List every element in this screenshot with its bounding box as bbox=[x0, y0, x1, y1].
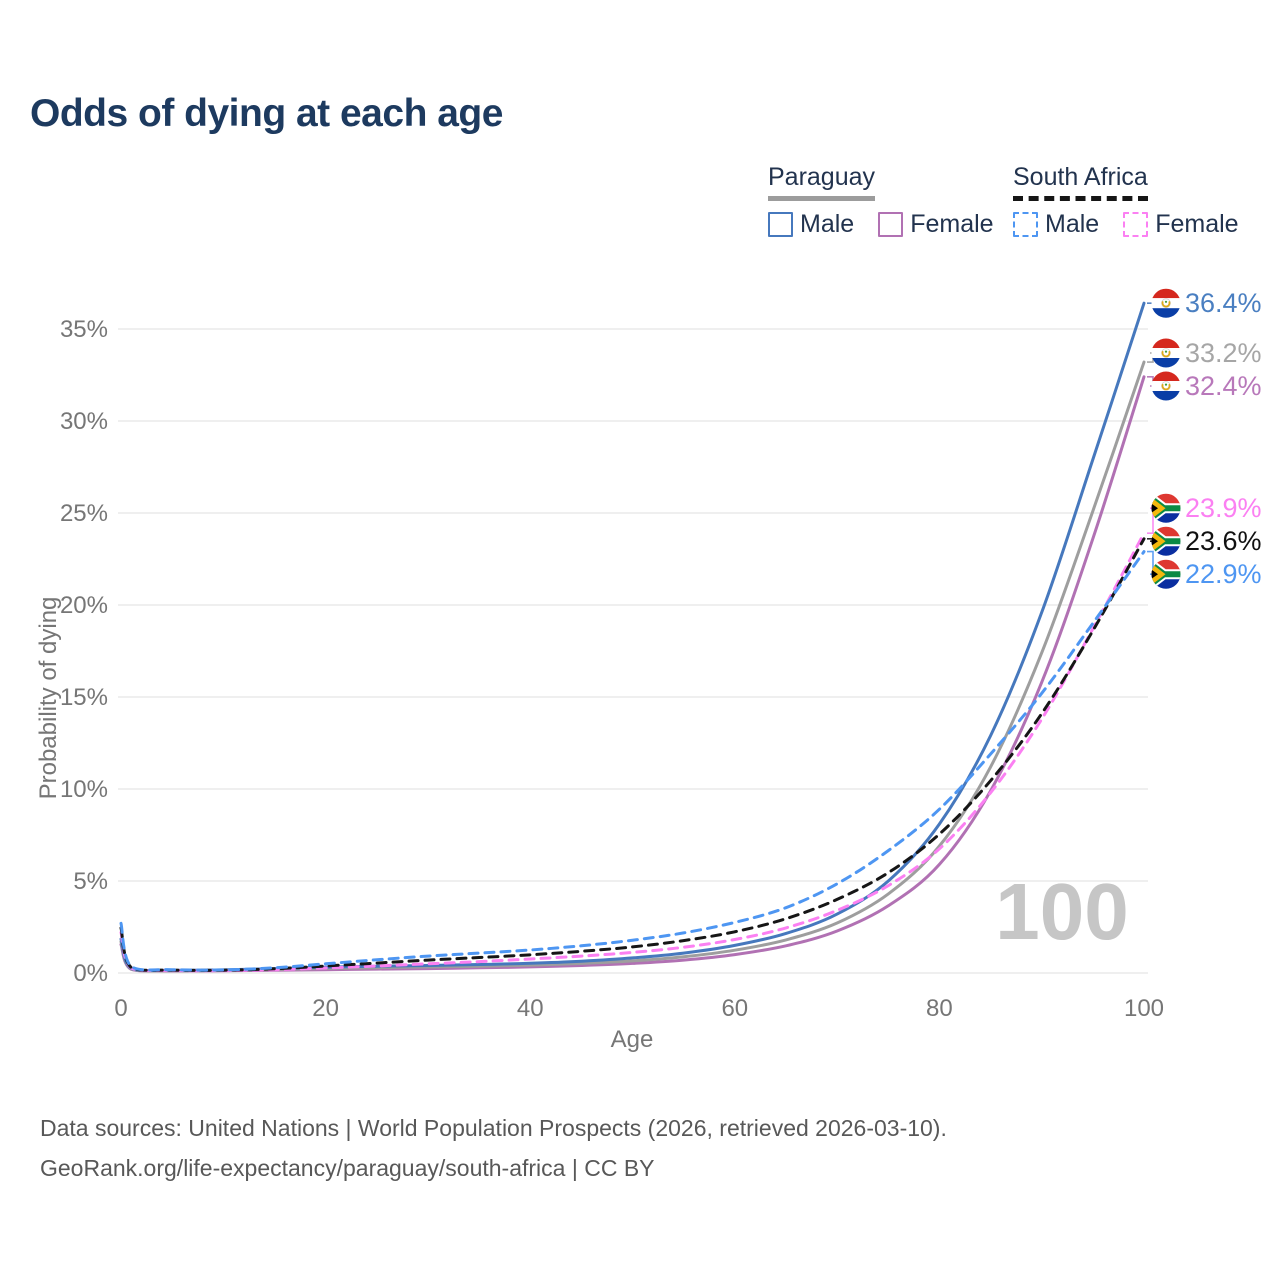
x-tick-label: 40 bbox=[517, 995, 544, 1022]
y-tick-label: 30% bbox=[60, 408, 108, 435]
y-tick-label: 35% bbox=[60, 316, 108, 343]
footer-data-sources: Data sources: United Nations | World Pop… bbox=[40, 1115, 947, 1141]
legend-swatch-paraguay-male[interactable] bbox=[768, 212, 793, 237]
series-line-paraguay-male[interactable] bbox=[119, 301, 1146, 973]
y-axis-title: Probability of dying bbox=[35, 596, 62, 800]
footer: Data sources: United Nations | World Pop… bbox=[40, 1108, 947, 1188]
x-axis-title: Age bbox=[610, 1026, 654, 1053]
x-tick-label: 100 bbox=[1124, 995, 1164, 1022]
legend-label-paraguay-male[interactable]: Male bbox=[800, 210, 855, 238]
series-line-south-africa-male[interactable] bbox=[119, 550, 1146, 972]
flag-icon-paraguay-total[interactable] bbox=[1151, 338, 1181, 368]
legend-swatch-south-africa-male[interactable] bbox=[1013, 212, 1038, 237]
end-label-south-africa-female[interactable]: 23.9% bbox=[1185, 493, 1262, 523]
x-tick-label: 0 bbox=[114, 995, 127, 1022]
y-tick-label: 15% bbox=[60, 684, 108, 711]
end-label-paraguay-total[interactable]: 33.2% bbox=[1185, 338, 1262, 368]
footer-attribution: GeoRank.org/life-expectancy/paraguay/sou… bbox=[40, 1155, 655, 1181]
chart-title: Odds of dying at each age bbox=[30, 92, 503, 135]
legend-label-south-africa-male[interactable]: Male bbox=[1045, 210, 1100, 238]
legend-label-paraguay-female[interactable]: Female bbox=[910, 210, 994, 238]
flag-icon-paraguay-female[interactable] bbox=[1151, 371, 1181, 401]
legend-swatch-south-africa-female[interactable] bbox=[1123, 212, 1149, 237]
legend-country-south-africa: South Africa bbox=[1013, 163, 1148, 201]
legend-swatch-paraguay-female[interactable] bbox=[878, 212, 904, 237]
hover-age-watermark: 100 bbox=[995, 867, 1129, 956]
legend-label-south-africa-female[interactable]: Female bbox=[1155, 210, 1239, 238]
y-tick-label: 10% bbox=[60, 776, 108, 803]
flag-icon-paraguay-male[interactable] bbox=[1151, 288, 1181, 318]
end-label-paraguay-male[interactable]: 36.4% bbox=[1185, 288, 1262, 318]
legend-country-paraguay: Paraguay bbox=[768, 163, 876, 201]
legend-group-paraguay: Paraguay Male Female bbox=[768, 163, 1018, 239]
end-label-paraguay-female[interactable]: 32.4% bbox=[1185, 371, 1262, 401]
x-tick-label: 20 bbox=[312, 995, 339, 1022]
series-line-south-africa-total[interactable] bbox=[119, 537, 1146, 972]
end-label-south-africa-male[interactable]: 22.9% bbox=[1185, 559, 1262, 589]
y-tick-label: 20% bbox=[60, 592, 108, 619]
x-tick-label: 80 bbox=[926, 995, 953, 1022]
y-tick-label: 25% bbox=[60, 500, 108, 527]
x-tick-label: 60 bbox=[721, 995, 748, 1022]
legend-group-south-africa: South Africa Male Female bbox=[1013, 163, 1263, 239]
y-tick-label: 0% bbox=[73, 960, 108, 987]
y-tick-label: 5% bbox=[73, 868, 108, 895]
end-label-south-africa-total[interactable]: 23.6% bbox=[1185, 526, 1262, 556]
